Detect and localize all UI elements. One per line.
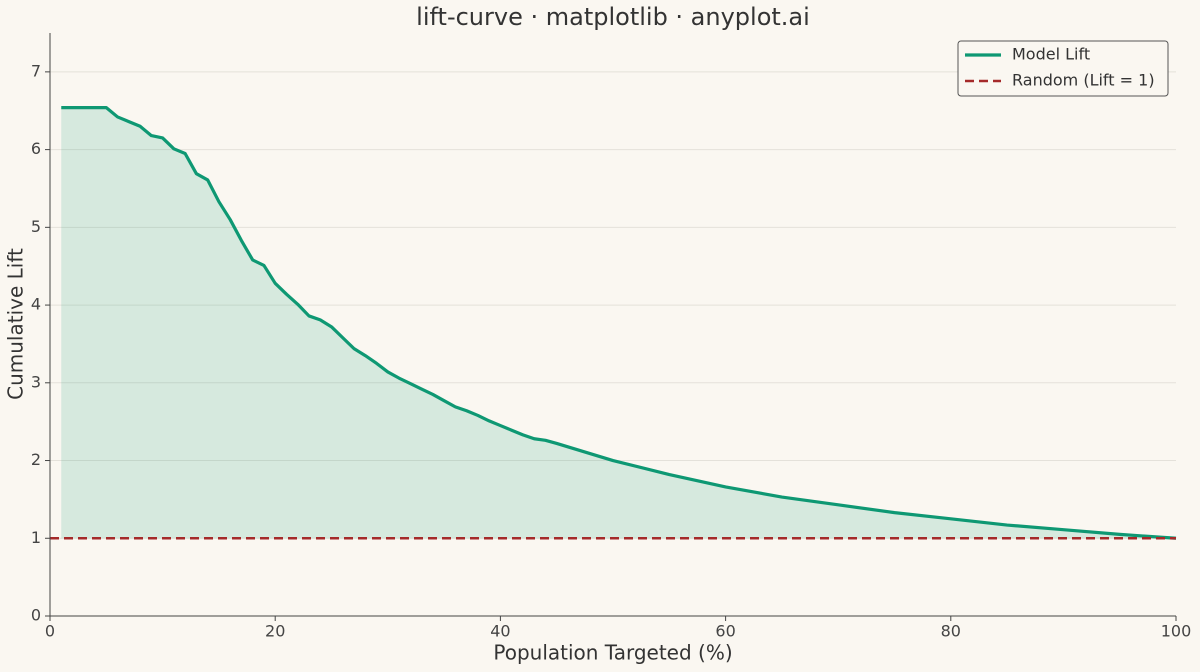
y-tick-label: 3 bbox=[31, 372, 41, 391]
x-tick-label: 0 bbox=[45, 622, 55, 641]
y-tick-label: 2 bbox=[31, 450, 41, 469]
y-tick-label: 7 bbox=[31, 61, 41, 80]
area bbox=[61, 107, 1176, 539]
legend-label: Model Lift bbox=[1012, 45, 1090, 64]
chart-title: lift-curve · matplotlib · anyplot.ai bbox=[416, 3, 810, 31]
y-tick-label: 0 bbox=[31, 606, 41, 625]
line bbox=[61, 106, 1177, 540]
x-tick-label: 20 bbox=[265, 622, 285, 641]
legend-label: Random (Lift = 1) bbox=[1012, 71, 1155, 90]
y-tick-label: 1 bbox=[31, 528, 41, 547]
legend-box bbox=[957, 40, 1169, 97]
y-tick-label: 4 bbox=[31, 295, 41, 314]
y-tick-label: 5 bbox=[31, 217, 41, 236]
x-tick-label: 40 bbox=[490, 622, 510, 641]
y-tick-label: 6 bbox=[31, 139, 41, 158]
x-tick-label: 100 bbox=[1161, 622, 1192, 641]
y-axis-label: Cumulative Lift bbox=[4, 248, 28, 400]
x-tick-label: 80 bbox=[941, 622, 961, 641]
x-axis-label: Population Targeted (%) bbox=[493, 641, 732, 665]
x-tick-label: 60 bbox=[715, 622, 735, 641]
